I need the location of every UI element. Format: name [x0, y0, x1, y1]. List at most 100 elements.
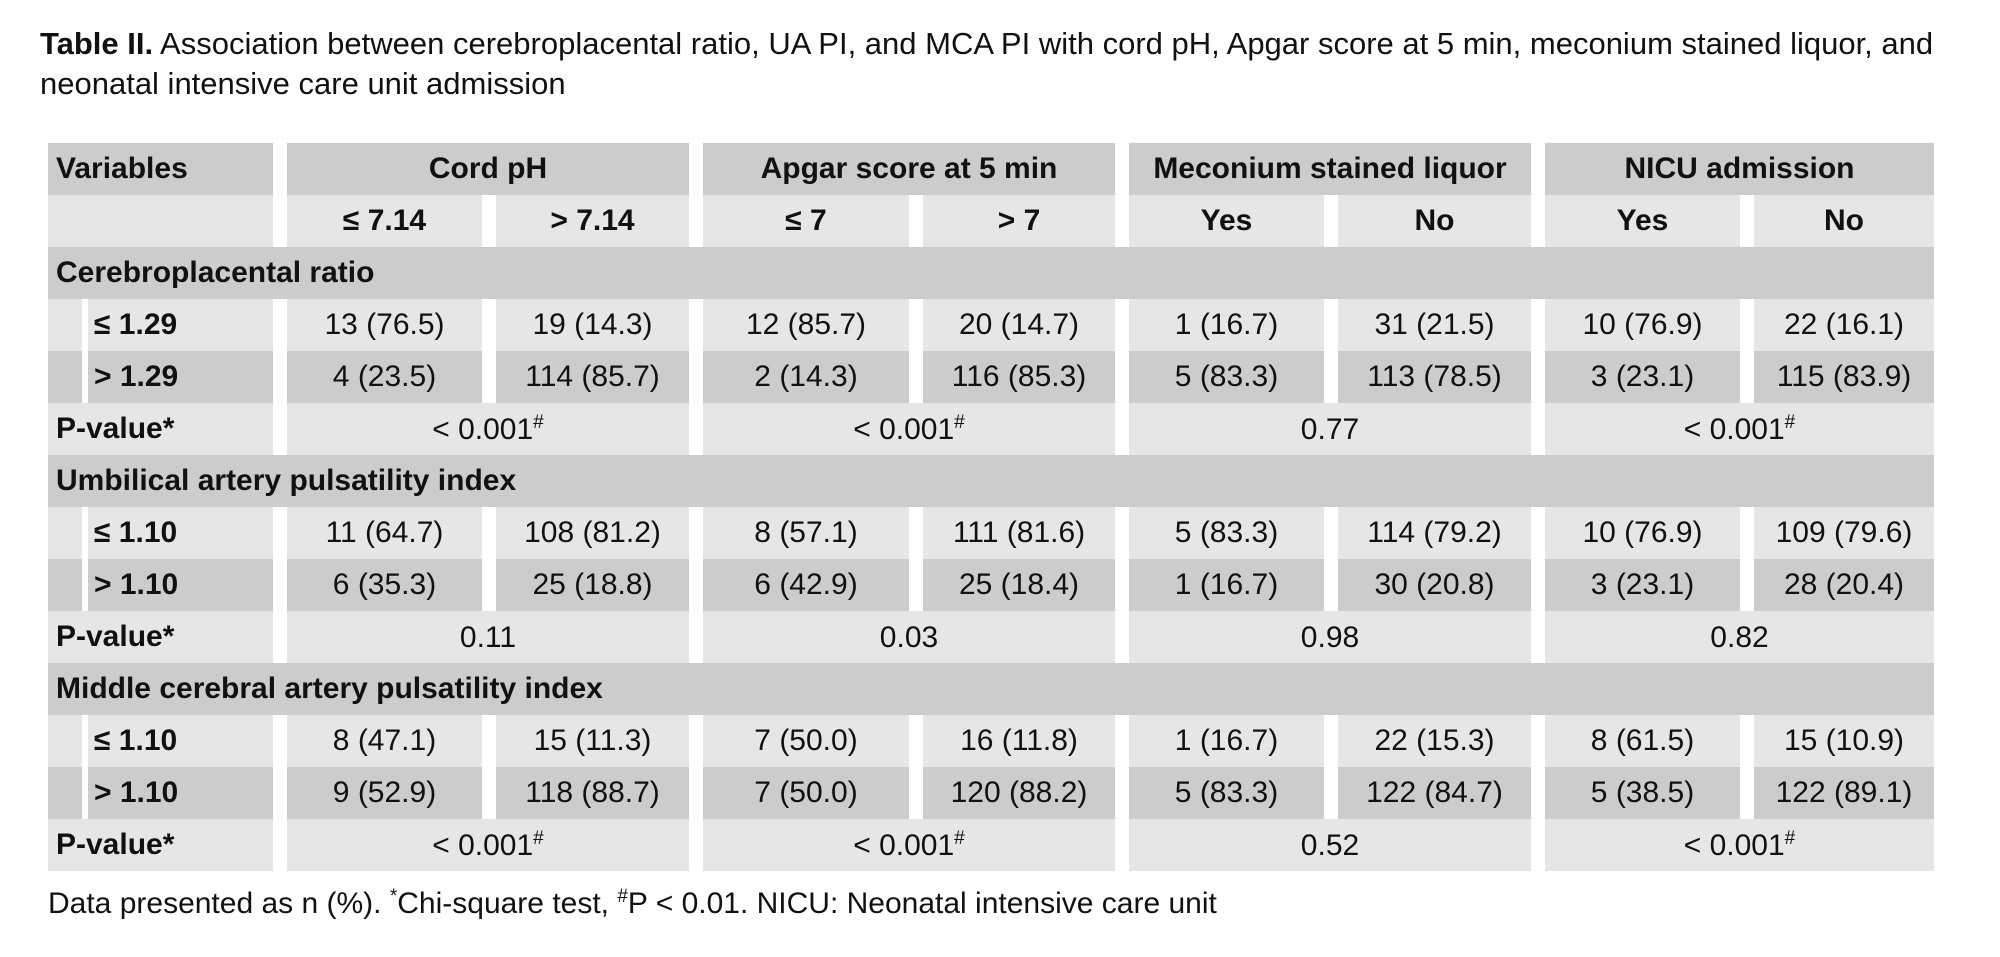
data-cell: 3 (23.1) — [1545, 559, 1740, 611]
data-cell: 1 (16.7) — [1129, 715, 1324, 767]
data-cell: 5 (83.3) — [1129, 507, 1324, 559]
data-cell: 5 (83.3) — [1129, 351, 1324, 403]
data-cell: 3 (23.1) — [1545, 351, 1740, 403]
pvalue-label: P-value* — [48, 403, 273, 455]
section-row: Umbilical artery pulsatility index — [48, 455, 1934, 507]
data-cell: 114 (85.7) — [482, 351, 689, 403]
footnote-text-1: Data presented as n (%). — [48, 887, 390, 920]
data-cell: 7 (50.0) — [703, 767, 909, 819]
footnote-text-2: Chi-square test, — [397, 887, 618, 920]
pvalue-mark: # — [1784, 827, 1796, 849]
pvalue-cell: < 0.001# — [703, 819, 1115, 871]
variables-header: Variables — [48, 143, 273, 195]
footnote-text-3: P < 0.01. NICU: Neonatal intensive care … — [627, 887, 1217, 920]
data-cell: 25 (18.8) — [482, 559, 689, 611]
subheader-cell: Yes — [1129, 195, 1324, 247]
header-row: Variables Cord pH Apgar score at 5 min M… — [48, 143, 1934, 195]
row-indent — [48, 767, 88, 819]
data-cell: 8 (47.1) — [287, 715, 482, 767]
data-cell: 115 (83.9) — [1740, 351, 1934, 403]
section-row: Middle cerebral artery pulsatility index — [48, 663, 1934, 715]
row-indent — [48, 715, 88, 767]
table-row: ≤ 1.29 13 (76.5) 19 (14.3) 12 (85.7) 20 (14.… — [48, 299, 1934, 351]
pvalue-cell: 0.11 — [287, 611, 689, 663]
subheader-cell: No — [1740, 195, 1934, 247]
data-cell: 1 (16.7) — [1129, 559, 1324, 611]
pvalue-cell: < 0.001# — [287, 403, 689, 455]
row-label: > 1.29 — [88, 351, 273, 403]
row-indent — [48, 559, 88, 611]
data-cell: 122 (89.1) — [1740, 767, 1934, 819]
row-label: ≤ 1.10 — [88, 715, 273, 767]
table-footnote: Data presented as n (%). *Chi-square tes… — [48, 877, 1217, 924]
pvalue-mark: # — [954, 411, 965, 433]
data-cell: 12 (85.7) — [703, 299, 909, 351]
subheader-row: ≤ 7.14 > 7.14 ≤ 7 > 7 Yes No Yes No — [48, 195, 1934, 247]
section-title: Cerebroplacental ratio — [48, 247, 1934, 299]
data-cell: 15 (10.9) — [1740, 715, 1934, 767]
table-row: > 1.29 4 (23.5) 114 (85.7) 2 (14.3) 116 (85.… — [48, 351, 1934, 403]
pvalue-mark: # — [533, 827, 544, 849]
table-row: ≤ 1.10 8 (47.1) 15 (11.3) 7 (50.0) 16 (11.8)… — [48, 715, 1934, 767]
section-title: Umbilical artery pulsatility index — [48, 455, 1934, 507]
row-label: > 1.10 — [88, 559, 273, 611]
subheader-cell: Yes — [1545, 195, 1740, 247]
data-cell: 122 (84.7) — [1324, 767, 1531, 819]
pvalue-text: 0.11 — [459, 620, 517, 654]
data-cell: 118 (88.7) — [482, 767, 689, 819]
data-cell: 22 (15.3) — [1324, 715, 1531, 767]
data-cell: 25 (18.4) — [909, 559, 1115, 611]
data-cell: 108 (81.2) — [482, 507, 689, 559]
row-label: ≤ 1.29 — [88, 299, 273, 351]
data-cell: 114 (79.2) — [1324, 507, 1531, 559]
pvalue-row: P-value* < 0.001# < 0.001# 0.52 < 0.001# — [48, 819, 1934, 871]
footnote-star: * — [389, 886, 398, 907]
data-cell: 13 (76.5) — [287, 299, 482, 351]
pvalue-cell: < 0.001# — [287, 819, 689, 871]
data-cell: 20 (14.7) — [909, 299, 1115, 351]
row-label: > 1.10 — [88, 767, 273, 819]
pvalue-text: 0.77 — [1300, 412, 1360, 446]
data-cell: 2 (14.3) — [703, 351, 909, 403]
subheader-cell: > 7 — [909, 195, 1115, 247]
results-table: Variables Cord pH Apgar score at 5 min M… — [48, 143, 1934, 871]
table-row: > 1.10 6 (35.3) 25 (18.8) 6 (42.9) 25 (18.4)… — [48, 559, 1934, 611]
pvalue-label: P-value* — [48, 611, 273, 663]
subheader-cell: > 7.14 — [482, 195, 689, 247]
section-title: Middle cerebral artery pulsatility index — [48, 663, 1934, 715]
pvalue-cell: 0.77 — [1129, 403, 1531, 455]
pvalue-text: 0.82 — [1710, 620, 1769, 654]
pvalue-text: 0.03 — [879, 620, 939, 654]
group-header-nicu: NICU admission — [1545, 143, 1934, 195]
pvalue-cell: 0.03 — [703, 611, 1115, 663]
section-row: Cerebroplacental ratio — [48, 247, 1934, 299]
row-indent — [48, 299, 88, 351]
pvalue-text: < 0.001 — [432, 828, 534, 862]
data-cell: 7 (50.0) — [703, 715, 909, 767]
caption-text: Association between cerebroplacental rat… — [40, 26, 1934, 101]
data-cell: 109 (79.6) — [1740, 507, 1934, 559]
pvalue-text: < 0.001 — [853, 412, 955, 446]
data-cell: 31 (21.5) — [1324, 299, 1531, 351]
data-cell: 8 (61.5) — [1545, 715, 1740, 767]
caption-label: Table II. — [40, 26, 154, 61]
pvalue-text: 0.98 — [1300, 620, 1360, 654]
pvalue-cell: < 0.001# — [1545, 403, 1934, 455]
data-cell: 116 (85.3) — [909, 351, 1115, 403]
pvalue-mark: # — [954, 827, 965, 849]
pvalue-mark: # — [1784, 411, 1796, 433]
data-cell: 28 (20.4) — [1740, 559, 1934, 611]
subheader-cell: ≤ 7 — [703, 195, 909, 247]
pvalue-text: 0.52 — [1300, 828, 1360, 862]
data-cell: 11 (64.7) — [287, 507, 482, 559]
data-cell: 19 (14.3) — [482, 299, 689, 351]
pvalue-cell: 0.52 — [1129, 819, 1531, 871]
table-caption: Table II. Association between cerebropla… — [40, 24, 1970, 104]
row-indent — [48, 351, 88, 403]
data-cell: 111 (81.6) — [909, 507, 1115, 559]
pvalue-text: < 0.001 — [1683, 412, 1785, 446]
data-cell: 10 (76.9) — [1545, 299, 1740, 351]
pvalue-text: < 0.001 — [1683, 828, 1785, 862]
data-cell: 1 (16.7) — [1129, 299, 1324, 351]
data-cell: 5 (38.5) — [1545, 767, 1740, 819]
